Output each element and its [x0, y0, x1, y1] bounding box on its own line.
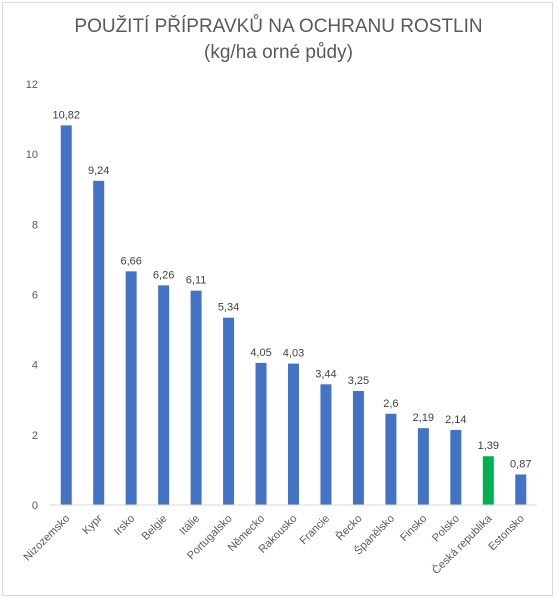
bar [125, 271, 137, 505]
bar [288, 363, 299, 505]
category-label: Polsko [430, 513, 462, 545]
bar [158, 285, 170, 505]
data-label: 3,44 [315, 368, 336, 380]
data-label: 0,87 [510, 458, 531, 470]
y-tick-label: 4 [32, 360, 38, 372]
data-label: 2,19 [413, 412, 434, 424]
y-tick-label: 12 [26, 79, 38, 91]
data-label: 6,11 [186, 275, 207, 287]
bar [385, 413, 397, 505]
data-label: 2,6 [383, 398, 398, 410]
bar [417, 428, 429, 505]
category-label: Estonsko [486, 513, 526, 553]
y-tick-label: 8 [32, 219, 38, 231]
data-label: 2,14 [445, 414, 466, 426]
bars-group [60, 125, 527, 506]
category-label: Itálie [177, 513, 202, 538]
category-label: Francie [298, 513, 332, 547]
bar [482, 456, 494, 505]
data-label: 10,82 [52, 109, 80, 121]
data-label: 3,25 [348, 375, 369, 387]
data-label: 5,34 [218, 302, 239, 314]
category-label: Řecko [333, 512, 364, 543]
category-label: Česká republika [429, 511, 495, 577]
category-label: Finsko [398, 513, 429, 544]
data-label: 6,66 [120, 255, 141, 267]
data-label: 1,39 [478, 440, 499, 452]
y-axis: 0 2 4 6 8 10 12 [26, 79, 38, 512]
category-label: Irsko [112, 513, 137, 538]
bar [255, 362, 267, 505]
y-tick-label: 0 [32, 500, 38, 512]
data-labels-group: 10,82 9,24 6,66 6,26 6,11 5,34 4,05 4,03 3,44 3,2… [52, 109, 531, 470]
data-label: 6,26 [153, 269, 174, 281]
bar [60, 125, 72, 506]
chart-title: POUŽITÍ PŘÍPRAVKŮ NA OCHRANU ROSTLIN [74, 16, 483, 37]
y-tick-label: 2 [32, 430, 38, 442]
bar [93, 180, 105, 505]
bar [450, 429, 462, 505]
bar [223, 317, 235, 505]
y-tick-label: 6 [32, 290, 38, 302]
y-tick-label: 10 [26, 149, 38, 161]
bar [352, 390, 364, 505]
data-label: 9,24 [88, 165, 109, 177]
data-label: 4,03 [283, 348, 304, 360]
chart-subtitle: (kg/ha orné půdy) [204, 42, 353, 63]
category-labels-group: Nizozemsko Kypr Irsko Belgie ItáliePortugals… [22, 511, 527, 577]
bar [190, 290, 202, 505]
category-label: Kypr [80, 512, 105, 537]
bar [320, 384, 332, 505]
data-label: 4,05 [250, 347, 271, 359]
category-label: Belgie [140, 513, 170, 543]
bar [515, 474, 527, 505]
category-label: Nizozemsko [22, 513, 73, 564]
